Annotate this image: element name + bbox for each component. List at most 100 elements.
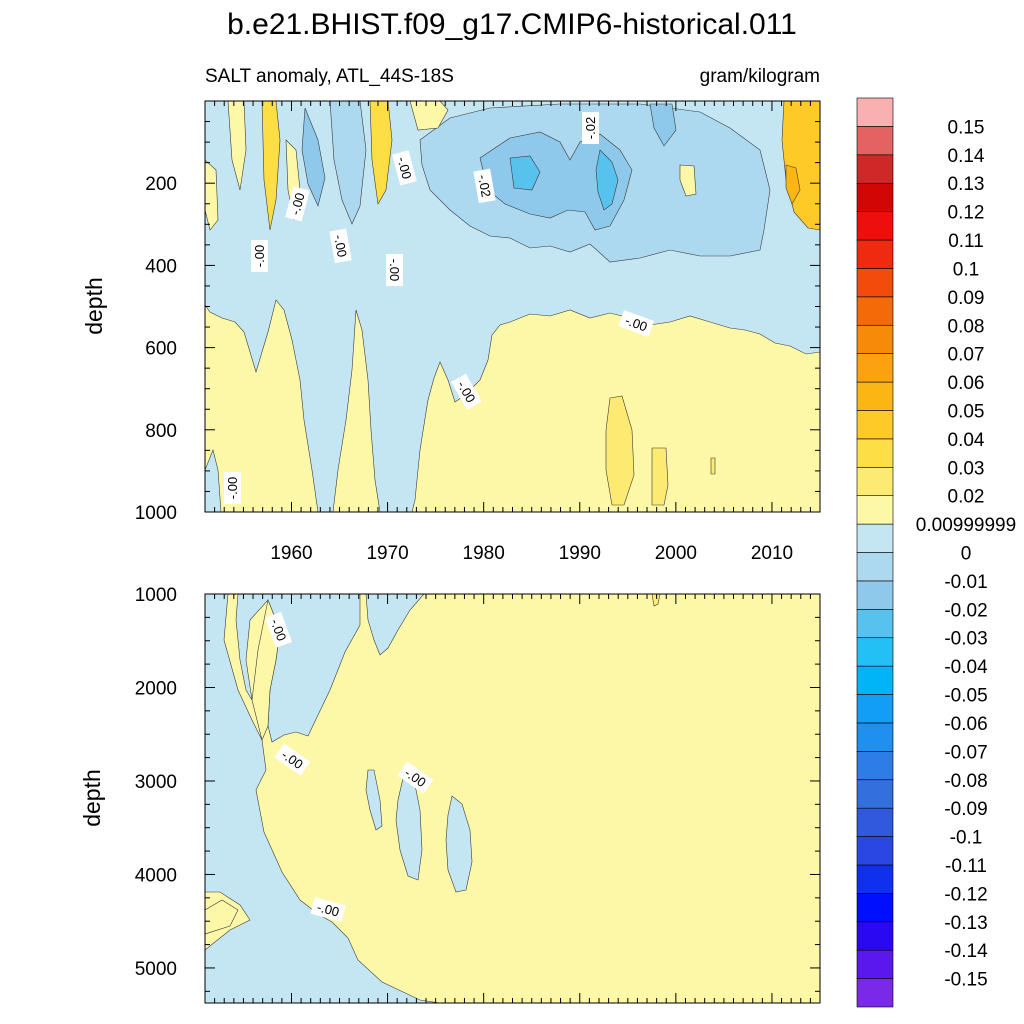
colorbar-label: 0.13 [948,174,985,195]
colorbar-swatch [856,637,894,667]
colorbar-swatch [856,324,894,354]
lower-contour-label: -.00 [315,899,341,919]
lower-y-axis: 1000 2000 3000 4000 5000 [135,585,820,992]
colorbar-label: -0.11 [945,856,987,877]
colorbar-swatch [856,495,894,525]
colorbar-swatch [856,751,894,781]
x-tick-label: 2010 [751,543,793,564]
colorbar-swatch [856,353,894,383]
colorbar-label: 0.04 [948,430,985,451]
y-tick-label: 800 [145,421,177,442]
colorbar-label: 0.08 [948,316,985,337]
colorbar-label: -0.02 [944,600,987,621]
lower-deep-positive-left [205,899,239,935]
upper-positive-streak-1 [227,101,247,191]
chart-subtitle-left: SALT anomaly, ATL_44S-18S [205,66,454,87]
upper-positive-streak-6 [205,159,219,231]
colorbar-label: 0.15 [948,117,985,138]
upper-panel: -.00 -.00 -.00 -.00 -.00 -.00 -.00 -.00 … [135,100,821,564]
upper-band-minus-002-tall [329,101,367,225]
y-tick-label: 200 [145,174,177,195]
colorbar-swatch [856,665,894,695]
upper-deep-positive-1 [605,395,635,506]
x-tick-label: 1960 [270,543,312,564]
colorbar-label: -0.08 [944,771,987,792]
upper-positive-corner-inner [785,164,801,205]
upper-y-axis-label: depth [81,277,107,335]
colorbar-swatch [856,779,894,809]
colorbar-swatch [856,97,894,127]
colorbar-label: -0.1 [950,828,983,849]
upper-band-minus-004 [595,149,619,211]
colorbar-label: -0.04 [944,657,988,678]
colorbar-swatch [856,523,894,553]
colorbar-label: 0.12 [948,203,985,224]
chart-subtitle-right: gram/kilogram [700,66,820,87]
colorbar-label: 0.11 [948,231,984,252]
colorbar: 0.15 0.14 0.13 0.12 0.11 0.1 0.09 0.08 0.07 0.06 0… [856,97,1016,1008]
upper-contour-labels: -.00 -.00 -.00 -.00 -.00 -.00 -.00 -.00 … [224,112,655,504]
lower-y-axis-label: depth [79,769,105,827]
upper-negative-lobe-left [205,449,222,512]
colorbar-swatch [856,381,894,411]
upper-contour-label: -.00 [287,191,307,217]
colorbar-swatch [856,466,894,496]
colorbar-label: -0.12 [944,884,987,905]
lower-negative-lobe-1 [365,769,383,831]
y-tick-label: 2000 [135,678,177,699]
colorbar-label: 0 [961,544,972,565]
colorbar-label: -0.15 [944,970,987,991]
upper-contour-label: -.02 [583,117,598,139]
colorbar-label: 0.14 [948,146,985,167]
lower-x-axis [204,594,821,1003]
colorbar-swatch [856,410,894,440]
colorbar-label: 0.09 [948,288,985,309]
colorbar-swatch [856,552,894,582]
colorbar-label: 0.07 [948,345,985,366]
upper-deep-positive-2 [651,447,669,506]
colorbar-swatch [856,694,894,724]
x-tick-label: 1990 [559,543,601,564]
lower-panel: -.00 -.00 -.00 -.00 1000 2000 3000 4000 5000 [135,585,821,1004]
upper-positive-streak-4 [369,101,393,205]
upper-contours [205,101,820,512]
colorbar-swatch [856,864,894,894]
y-tick-label: 600 [145,339,177,360]
upper-deep-spot [710,457,716,475]
upper-x-axis: 1960 1970 1980 1990 2000 2010 [204,101,821,564]
y-tick-label: 3000 [135,772,177,793]
lower-contours [205,594,661,1003]
upper-contour-label: -.02 [475,174,494,199]
upper-positive-spot [679,164,697,197]
colorbar-swatch [856,268,894,298]
colorbar-label: -0.13 [944,913,987,934]
colorbar-label: 0.06 [948,373,985,394]
upper-band-minus-003 [479,131,633,231]
colorbar-swatch [856,893,894,923]
upper-contour-label: -.00 [252,245,267,267]
upper-contour-label: -.00 [394,155,414,181]
y-tick-label: 1000 [135,503,177,524]
upper-positive-streak-5 [409,101,449,131]
colorbar-label: 0.1 [953,259,979,280]
lower-negative-lobe-2 [395,773,423,881]
colorbar-swatch [856,836,894,866]
x-tick-label: 1970 [366,543,408,564]
colorbar-swatch [856,438,894,468]
colorbar-label: -0.01 [944,572,987,593]
colorbar-swatch [856,807,894,837]
colorbar-label: 0.05 [948,401,985,422]
y-tick-label: 1000 [135,585,177,606]
colorbar-label: -0.05 [944,686,987,707]
upper-band-minus-002-left [301,107,326,207]
colorbar-label: -0.09 [944,799,987,820]
colorbar-label: -0.06 [944,714,987,735]
y-tick-label: 5000 [135,959,177,980]
colorbar-label: 0.03 [948,458,985,479]
upper-contour-label: -.00 [387,259,402,281]
colorbar-swatch [856,978,894,1008]
colorbar-label: -0.14 [944,941,988,962]
x-tick-label: 2000 [655,543,697,564]
lower-contour-label: -.00 [268,617,290,643]
